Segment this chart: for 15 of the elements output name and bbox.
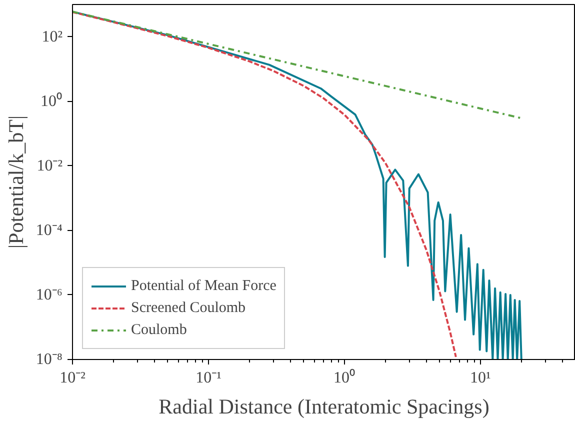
x-tick-label: 10¹ (470, 370, 492, 386)
legend-label: Screened Coulomb (131, 299, 246, 317)
y-tick-label: 10⁻² (36, 157, 63, 174)
legend-label: Potential of Mean Force (131, 277, 276, 295)
y-tick-label: 10² (42, 28, 63, 46)
legend-label: Coulomb (131, 321, 187, 339)
y-tick-label: 10⁻⁶ (36, 286, 62, 304)
y-tick-label: 10⁰ (40, 92, 62, 110)
x-tick-label: 10⁻¹ (196, 370, 222, 386)
y-tick-label: 10⁻⁴ (36, 222, 63, 239)
y-tick-label: 10⁻⁸ (36, 351, 62, 368)
x-axis-title: Radial Distance (Interatomic Spacings) (158, 394, 490, 418)
x-tick-label: 10⁰ (333, 368, 356, 386)
y-axis-title: |Potential/k_bT| (4, 115, 28, 249)
x-tick-label: 10⁻² (60, 370, 86, 386)
